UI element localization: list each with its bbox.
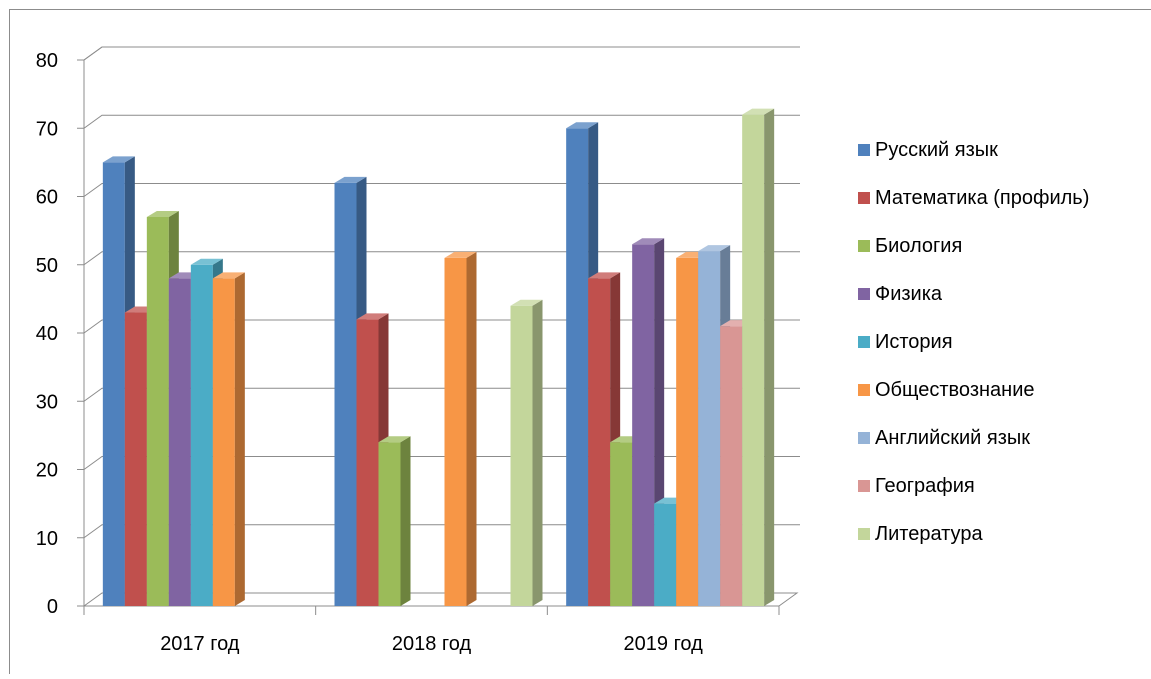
bar <box>445 252 477 606</box>
y-axis: 0 10 20 30 40 50 60 70 80 <box>36 50 84 618</box>
bar <box>511 300 543 606</box>
y-tick-label: 70 <box>36 118 58 140</box>
bar-side <box>235 272 245 606</box>
bar <box>742 109 774 606</box>
bar <box>379 436 411 606</box>
x-axis: 2017 год 2018 год 2019 год <box>84 606 779 655</box>
bar-side <box>764 109 774 606</box>
y-tick-label: 50 <box>36 255 58 277</box>
legend-swatch <box>858 336 870 348</box>
bar-front <box>147 217 169 606</box>
gridline <box>84 115 800 128</box>
legend-label: География <box>875 475 975 497</box>
legend-swatch <box>858 528 870 540</box>
legend-label: Физика <box>875 283 943 305</box>
legend-swatch <box>858 144 870 156</box>
x-tick-label: 2019 год <box>624 633 704 655</box>
bar-front <box>125 313 147 606</box>
bar-front <box>213 278 235 606</box>
bar-front <box>566 128 588 606</box>
y-tick-label: 80 <box>36 50 58 72</box>
gridline <box>84 47 800 60</box>
legend-swatch <box>858 288 870 300</box>
bar-front <box>445 258 467 606</box>
bar-front <box>335 183 357 606</box>
bar-side <box>401 436 411 606</box>
legend-swatch <box>858 480 870 492</box>
y-tick-label: 60 <box>36 187 58 209</box>
bar-front <box>588 278 610 606</box>
legend: Русский язык Математика (профиль) Биология… <box>858 139 1089 545</box>
bar-front <box>654 504 676 606</box>
legend-swatch <box>858 384 870 396</box>
y-tick-label: 30 <box>36 391 58 413</box>
bar-front <box>379 442 401 606</box>
legend-swatch <box>858 240 870 252</box>
bar-front <box>742 115 764 606</box>
gridline <box>84 184 800 197</box>
legend-label: Математика (профиль) <box>875 187 1089 209</box>
bar-front <box>676 258 698 606</box>
y-tick-label: 20 <box>36 460 58 482</box>
bar-front <box>720 326 742 606</box>
bar-front <box>632 244 654 606</box>
bar-front <box>169 278 191 606</box>
bar-side <box>467 252 477 606</box>
legend-swatch <box>858 432 870 444</box>
bar-front <box>610 442 632 606</box>
legend-label: Русский язык <box>875 139 998 161</box>
y-tick-label: 10 <box>36 528 58 550</box>
y-tick-label: 40 <box>36 323 58 345</box>
bar-front <box>511 306 533 606</box>
legend-label: История <box>875 331 953 353</box>
legend-label: Английский язык <box>875 427 1030 449</box>
bar <box>213 272 245 606</box>
bar-front <box>357 319 379 606</box>
x-tick-label: 2017 год <box>160 633 240 655</box>
legend-label: Литература <box>875 523 983 545</box>
x-tick-label: 2018 год <box>392 633 472 655</box>
bar-front <box>191 265 213 606</box>
legend-swatch <box>858 192 870 204</box>
bar-side <box>533 300 543 606</box>
bar-front <box>698 251 720 606</box>
legend-label: Обществознание <box>875 379 1035 401</box>
y-tick-label: 0 <box>47 596 58 618</box>
legend-label: Биология <box>875 235 962 257</box>
bar-front <box>103 162 125 606</box>
